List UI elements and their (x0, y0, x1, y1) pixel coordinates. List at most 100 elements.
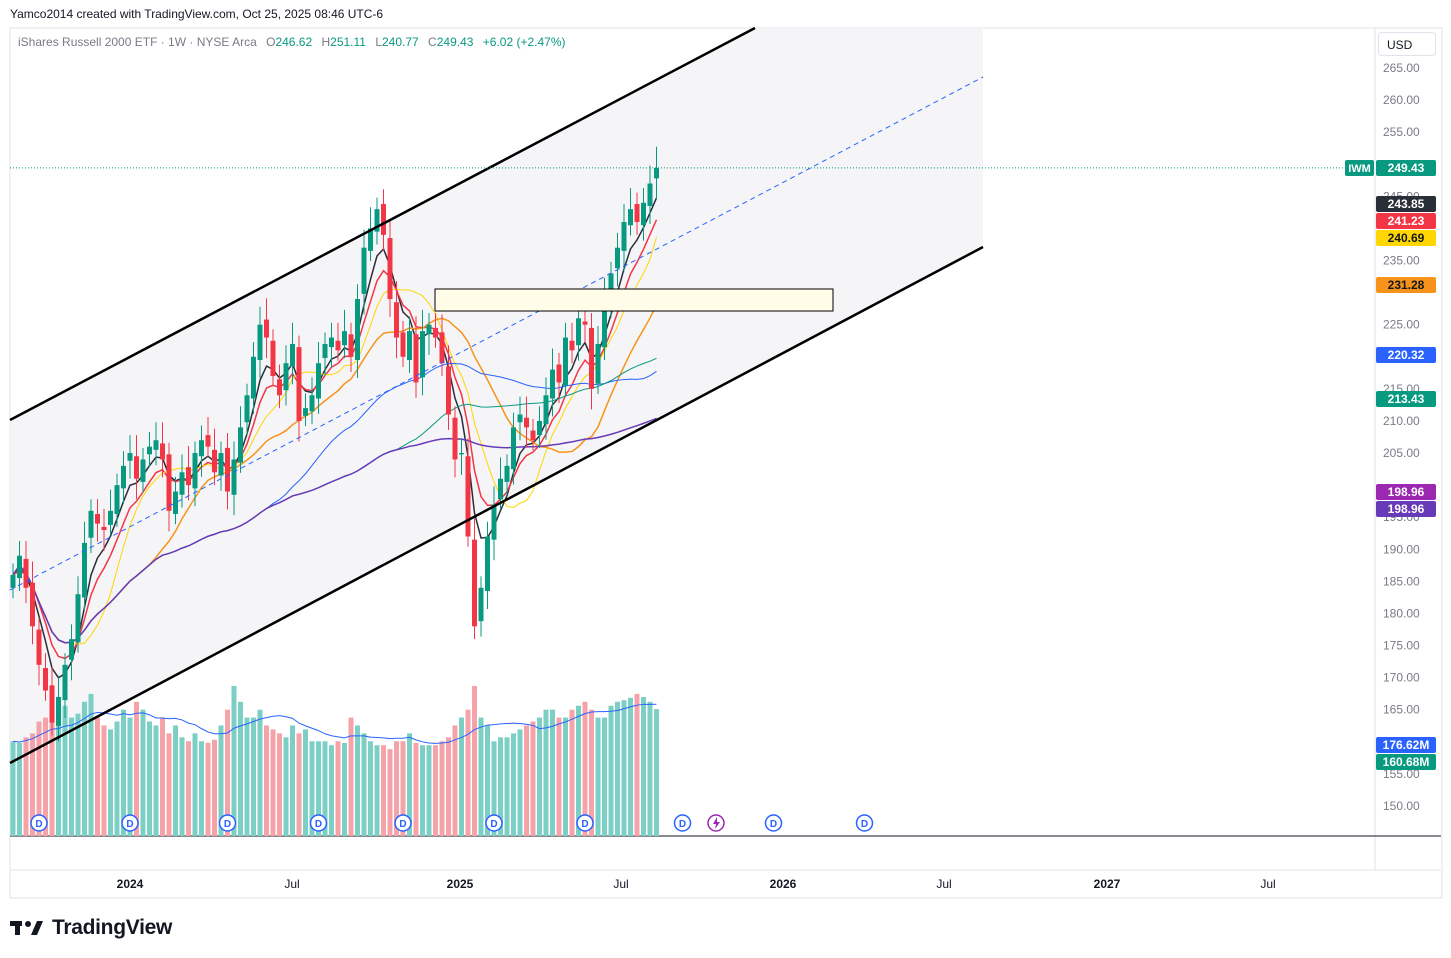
volume-bar (335, 741, 341, 836)
price-tag-bg (1376, 347, 1436, 363)
candle-body (368, 228, 373, 251)
candle-body (114, 485, 120, 515)
volume-bar (329, 745, 334, 836)
price-tick-label: 205.00 (1383, 446, 1420, 460)
volume-bar (186, 741, 191, 836)
candle-body (361, 247, 367, 294)
price-tick-label: 165.00 (1383, 703, 1420, 717)
close-value: 249.43 (436, 35, 474, 49)
volume-bar (43, 717, 48, 836)
volume-bar (459, 717, 464, 836)
candle-body (173, 491, 178, 515)
candle-body (602, 299, 607, 348)
volume-bar (82, 701, 87, 836)
candle-body (43, 668, 48, 691)
price-tag-label: 160.68M (1383, 755, 1430, 769)
candle-body (95, 514, 100, 524)
volume-bar (420, 745, 425, 836)
drawings (9, 26, 1345, 765)
dividend-marker-label: D (315, 819, 322, 830)
volume-bar (322, 741, 328, 836)
price-tags: IWM 249.43 243.85 241.23 240.69 231.28 220.32 2… (1345, 160, 1436, 770)
volume-bar (400, 741, 406, 836)
volume-bar (244, 717, 250, 836)
channel-midline (9, 76, 984, 591)
candle-body (127, 453, 133, 461)
volume-bar (426, 745, 432, 836)
created-line: Yamco2014 created with TradingView.com, … (10, 7, 384, 21)
price-tick-label: 190.00 (1383, 542, 1420, 556)
price-tag-label: 241.23 (1388, 214, 1425, 228)
volume-bar (407, 733, 412, 836)
price-tick-label: 175.00 (1383, 639, 1420, 653)
volume-bar (485, 725, 490, 836)
currency-selector[interactable]: USD (1378, 32, 1436, 56)
dividend-marker-icon (121, 814, 139, 832)
volume-ma-line (12, 703, 657, 744)
volume-bar (205, 742, 211, 836)
candle-body (654, 167, 659, 179)
volume-bar (361, 733, 367, 836)
candle-body (10, 574, 16, 588)
candle-body (75, 594, 81, 643)
candle-body (472, 539, 477, 627)
price-tag-bg (1376, 737, 1436, 753)
time-tick-label: 2024 (117, 877, 144, 891)
volume-bar (69, 717, 74, 836)
price-tag-label: 213.43 (1388, 392, 1425, 406)
dividend-marker-icon (30, 814, 48, 832)
candle-body (264, 319, 269, 338)
dividend-marker-icon (855, 814, 874, 832)
price-tag-label: 249.43 (1388, 161, 1425, 175)
volume-bar (537, 717, 542, 836)
candle-body (153, 440, 159, 450)
price-tick-label: 150.00 (1383, 799, 1420, 813)
ma-red-line (12, 219, 658, 660)
volume-bar (309, 741, 315, 836)
volume-bar (433, 745, 438, 836)
candle-body (296, 347, 302, 421)
dividend-marker-label: D (679, 819, 686, 830)
candle-body (225, 447, 230, 492)
candle-body (199, 440, 204, 457)
candle-body (621, 222, 627, 251)
price-tick-label: 170.00 (1383, 671, 1420, 685)
volume-bar (290, 725, 295, 836)
symbol-tag: IWM (1348, 163, 1371, 175)
candle-body (589, 327, 594, 389)
channel-upper-line (9, 26, 756, 422)
candle-body (205, 435, 211, 447)
candle-body (251, 356, 256, 399)
volume-bar (56, 725, 61, 836)
candle-body (121, 465, 126, 489)
volume-bar (153, 725, 159, 836)
price-tag-bg (1376, 501, 1436, 517)
volume-bar (394, 741, 399, 836)
candle-body (30, 582, 35, 627)
volume-bar (225, 709, 230, 836)
time-tick-label: Jul (284, 877, 299, 891)
candle-body (452, 417, 458, 460)
ma-yellow-line (12, 237, 657, 645)
volume-bar (283, 737, 289, 836)
volume-bar (634, 693, 640, 836)
candle-body (511, 427, 516, 470)
candle-body (186, 467, 191, 486)
candle-body (504, 465, 510, 482)
candle-body (446, 366, 451, 415)
symbol-tag-bg (1345, 160, 1374, 176)
candle-body (101, 526, 107, 531)
volume-bar (556, 717, 562, 836)
candle-body (290, 343, 295, 367)
volume-bar (101, 725, 107, 836)
volume-bar (452, 725, 458, 836)
candle-body (530, 430, 536, 441)
volume-bar (166, 733, 172, 836)
candle-body (569, 340, 575, 351)
candle-body (355, 299, 360, 360)
candle-body (277, 379, 282, 396)
candle-body (36, 629, 42, 665)
volume-bar (563, 717, 568, 836)
dividend-marker-label: D (126, 819, 133, 830)
